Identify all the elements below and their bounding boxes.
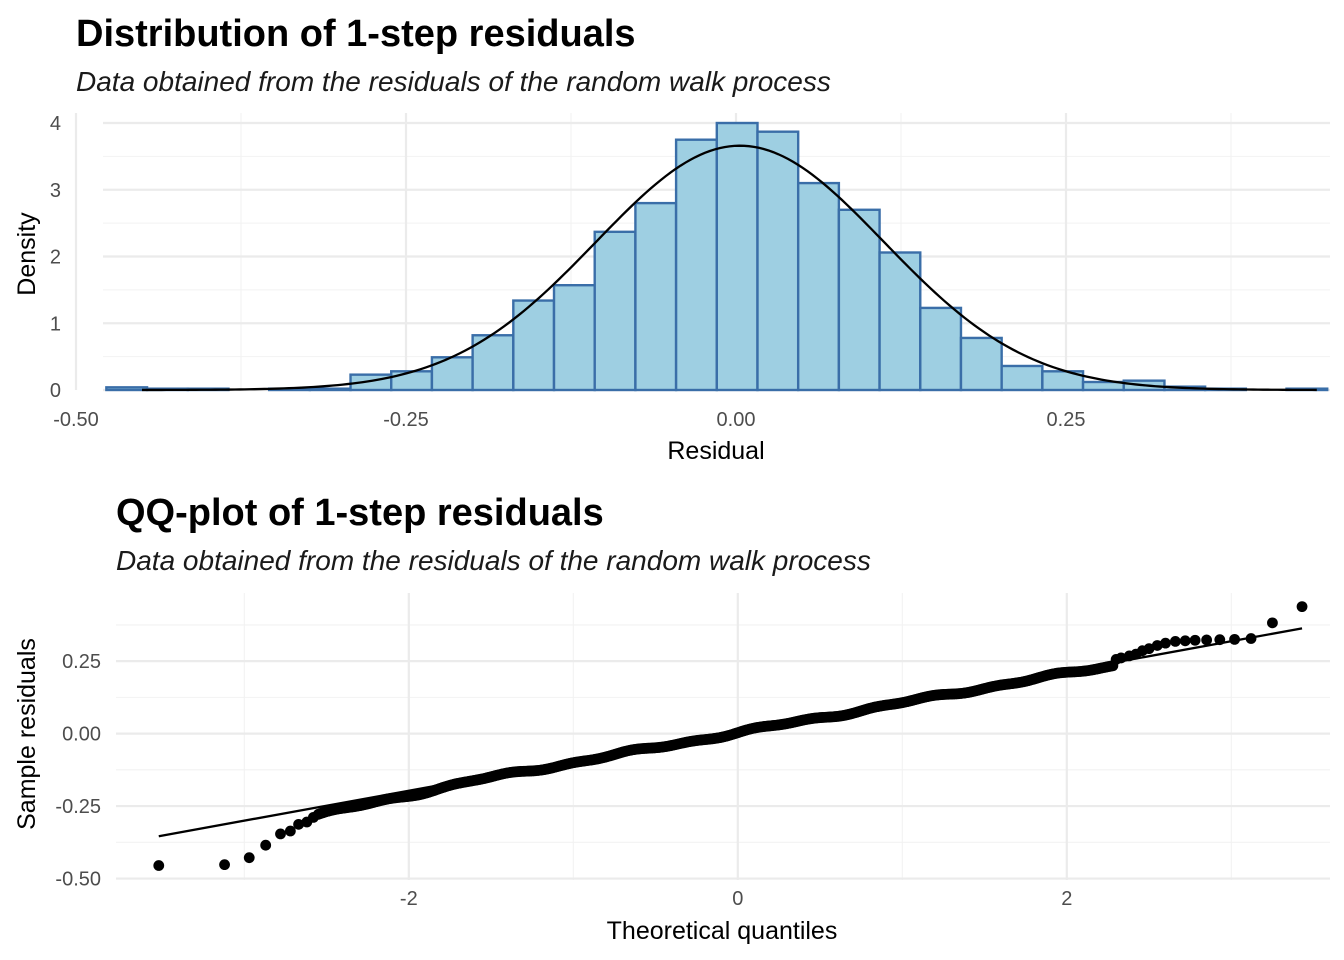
histogram-panel: Distribution of 1-step residuals Data ob… — [13, 13, 1330, 465]
qq-title: QQ-plot of 1-step residuals — [116, 492, 604, 534]
histogram-bar — [1000, 364, 1044, 392]
histogram-bar — [837, 208, 881, 392]
qq-point — [1160, 637, 1171, 649]
qq-reference-line — [158, 627, 1303, 838]
histogram-x-axis-label: Residual — [667, 437, 764, 465]
qq-point — [1296, 601, 1308, 613]
histogram-bar — [105, 386, 149, 392]
qq-point — [243, 852, 255, 864]
qq-point — [1179, 635, 1191, 647]
qq-point — [308, 811, 319, 823]
qq-y-tick-label: -0.25 — [55, 796, 101, 818]
histogram-x-ticks: -0.50 -0.25 0.00 0.25 — [53, 409, 1085, 431]
histogram-x-tick-label: -0.50 — [53, 409, 99, 431]
qq-point — [219, 859, 230, 871]
qq-point — [1189, 634, 1201, 646]
qq-y-axis-label: Sample residuals — [13, 638, 41, 830]
qq-point — [1267, 617, 1278, 629]
qq-subtitle: Data obtained from the residuals of the … — [116, 545, 871, 576]
histogram-y-tick-label: 1 — [50, 313, 61, 335]
histogram-x-tick-label: -0.25 — [383, 409, 429, 431]
histogram-bar — [796, 181, 841, 392]
histogram-bar — [959, 336, 1003, 392]
histogram-y-axis-label: Density — [13, 212, 41, 296]
histogram-y-tick-label: 0 — [50, 380, 61, 402]
histogram-bar — [674, 138, 718, 392]
qq-point — [1169, 636, 1181, 647]
qq-point — [284, 825, 296, 837]
histogram-x-tick-label: 0.25 — [1047, 409, 1086, 431]
qq-y-tick-label: 0.00 — [62, 724, 101, 746]
histogram-bar — [756, 130, 800, 392]
histogram-bar — [552, 284, 596, 392]
qq-point — [293, 818, 304, 830]
qq-x-tick-label: 2 — [1061, 888, 1072, 910]
histogram-title: Distribution of 1-step residuals — [76, 13, 636, 55]
histogram-bar — [919, 306, 963, 392]
histogram-y-ticks: 0 1 2 3 4 — [50, 113, 61, 402]
normal-density-curve — [141, 144, 1317, 392]
qq-y-tick-label: -0.50 — [55, 869, 101, 891]
qq-y-tick-label: 0.25 — [62, 651, 101, 673]
qq-point — [1151, 640, 1163, 651]
histogram-bar — [390, 370, 434, 392]
histogram-y-tick-label: 3 — [50, 180, 61, 202]
qq-x-tick-label: 0 — [732, 888, 743, 910]
qq-point — [1143, 643, 1155, 655]
qq-point — [1201, 634, 1213, 646]
qq-x-axis-label: Theoretical quantiles — [607, 917, 838, 945]
qq-point — [153, 860, 165, 871]
histogram-bars — [105, 121, 1329, 392]
histogram-subtitle: Data obtained from the residuals of the … — [76, 66, 831, 97]
histogram-x-tick-label: 0.00 — [717, 409, 756, 431]
qq-x-ticks: -2 0 2 — [400, 888, 1072, 910]
qq-y-ticks: -0.50 -0.25 0.00 0.25 — [55, 651, 101, 890]
qq-panel: QQ-plot of 1-step residuals Data obtaine… — [13, 492, 1330, 945]
qq-point — [260, 839, 272, 851]
histogram-bar — [308, 387, 352, 392]
histogram-y-tick-label: 4 — [50, 113, 61, 135]
histogram-y-tick-label: 2 — [50, 247, 61, 269]
qq-x-tick-label: -2 — [400, 888, 418, 910]
qq-points — [153, 601, 1308, 871]
histogram-bar — [593, 230, 637, 392]
histogram-bar — [715, 121, 759, 392]
histogram-bar — [634, 201, 678, 392]
histogram-bar — [878, 251, 922, 392]
qq-point — [275, 828, 286, 840]
